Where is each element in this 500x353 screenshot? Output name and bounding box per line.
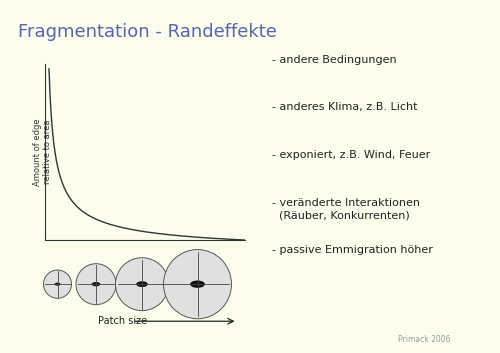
Text: - veränderte Interaktionen
  (Räuber, Konkurrenten): - veränderte Interaktionen (Räuber, Konk… — [272, 198, 420, 220]
Ellipse shape — [164, 250, 232, 319]
Ellipse shape — [44, 270, 72, 298]
Ellipse shape — [136, 281, 148, 287]
Text: - exponiert, z.B. Wind, Feuer: - exponiert, z.B. Wind, Feuer — [272, 150, 431, 160]
Text: Primack 2006: Primack 2006 — [398, 335, 450, 344]
Ellipse shape — [116, 258, 168, 311]
Ellipse shape — [54, 283, 60, 286]
Ellipse shape — [190, 281, 205, 288]
Text: - passive Emmigration höher: - passive Emmigration höher — [272, 245, 434, 255]
Text: - anderes Klima, z.B. Licht: - anderes Klima, z.B. Licht — [272, 102, 418, 112]
Ellipse shape — [76, 264, 116, 305]
Text: Patch size: Patch size — [98, 316, 146, 326]
Ellipse shape — [92, 282, 100, 286]
Text: - andere Bedingungen: - andere Bedingungen — [272, 55, 397, 65]
Text: Fragmentation - Randeffekte: Fragmentation - Randeffekte — [18, 23, 276, 41]
Y-axis label: Amount of edge
relative to area: Amount of edge relative to area — [32, 118, 52, 186]
